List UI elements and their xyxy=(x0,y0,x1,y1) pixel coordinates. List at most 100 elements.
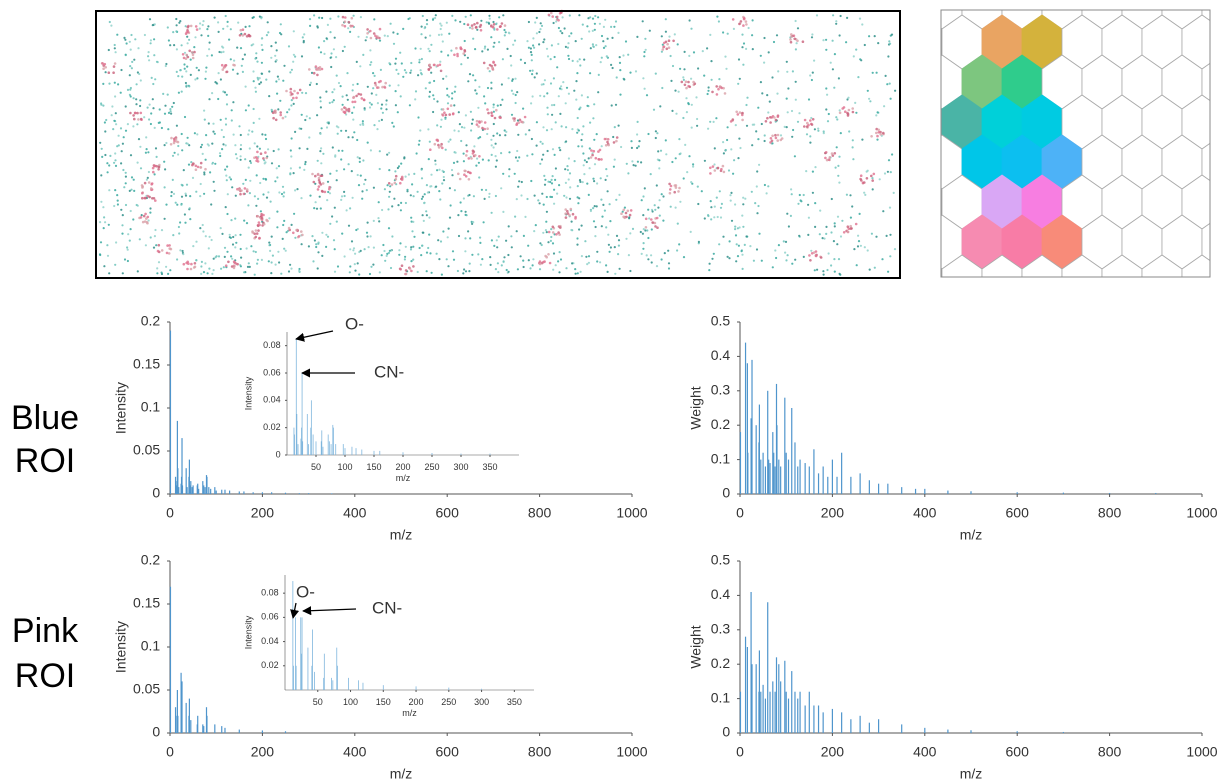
ion-dot xyxy=(863,181,866,184)
ion-dot xyxy=(594,15,596,17)
ion-dot xyxy=(707,93,709,95)
x-tick-label: 800 xyxy=(1098,743,1122,759)
ion-dot xyxy=(278,78,280,80)
ion-dot xyxy=(338,82,340,84)
ion-dot xyxy=(209,42,211,44)
ion-dot xyxy=(626,163,628,165)
ion-dot xyxy=(372,87,374,89)
ion-dot xyxy=(742,268,744,270)
ion-dot xyxy=(221,129,223,131)
ion-dot xyxy=(114,159,116,161)
ion-dot xyxy=(465,211,467,213)
ion-dot xyxy=(717,216,719,218)
ion-dot xyxy=(344,195,346,197)
y-axis-label: Intensity xyxy=(243,615,253,649)
ion-dot xyxy=(333,88,335,90)
ion-dot xyxy=(879,133,882,136)
ion-dot xyxy=(254,195,256,197)
ion-dot xyxy=(557,260,559,262)
ion-dot xyxy=(529,70,531,72)
ion-dot xyxy=(346,94,348,96)
ion-dot xyxy=(244,187,247,190)
ion-dot xyxy=(404,258,406,260)
ion-dot xyxy=(233,265,236,268)
ion-dot xyxy=(620,146,622,148)
ion-dot xyxy=(446,22,448,24)
ion-dot xyxy=(814,269,816,271)
ion-dot xyxy=(539,163,541,165)
ion-dot xyxy=(153,165,156,168)
ion-dot xyxy=(619,62,621,64)
ion-dot xyxy=(648,217,650,219)
ion-dot xyxy=(546,107,548,109)
ion-dot xyxy=(467,23,470,26)
ion-dot xyxy=(408,173,410,175)
ion-dot xyxy=(471,123,473,125)
ion-dot xyxy=(825,226,827,228)
ion-dot xyxy=(236,157,238,159)
ion-dot xyxy=(677,223,679,225)
ion-dot xyxy=(115,241,117,243)
ion-dot xyxy=(394,182,397,185)
ion-dot xyxy=(360,93,363,96)
ion-dot xyxy=(512,78,514,80)
ion-dot xyxy=(422,15,424,17)
ion-dot xyxy=(828,252,830,254)
ion-dot xyxy=(556,193,558,195)
ion-dot xyxy=(329,223,331,225)
ion-dot xyxy=(577,145,579,147)
ion-dot xyxy=(472,38,474,40)
ion-dot xyxy=(469,73,471,75)
ion-dot xyxy=(825,49,827,51)
ion-dot xyxy=(176,204,178,206)
ion-dot xyxy=(827,120,829,122)
ion-dot xyxy=(234,246,236,248)
ion-dot xyxy=(249,147,251,149)
ion-dot xyxy=(260,152,263,155)
ion-dot xyxy=(473,145,475,147)
ion-dot xyxy=(144,182,147,185)
ion-dot xyxy=(456,53,459,56)
ion-dot xyxy=(402,76,404,78)
ion-dot xyxy=(154,78,156,80)
ion-dot xyxy=(192,54,195,57)
ion-dot xyxy=(369,49,371,51)
ion-dot xyxy=(100,174,102,176)
ion-dot xyxy=(183,263,186,266)
ion-dot xyxy=(696,125,698,127)
ion-dot xyxy=(656,184,658,186)
ion-dot xyxy=(136,204,138,206)
ion-dot xyxy=(288,270,290,272)
ion-dot xyxy=(367,142,369,144)
ion-dot xyxy=(417,116,419,118)
ion-dot xyxy=(642,248,644,250)
ion-dot xyxy=(175,138,178,141)
ion-dot xyxy=(709,121,711,123)
ion-dot xyxy=(796,40,799,43)
ion-dot xyxy=(807,204,809,206)
ion-dot xyxy=(486,133,488,135)
ion-dot xyxy=(614,273,616,275)
ion-dot xyxy=(761,92,763,94)
ion-dot xyxy=(349,31,351,33)
ion-dot xyxy=(531,54,533,56)
ion-dot xyxy=(145,136,147,138)
ion-dot xyxy=(116,194,118,196)
ion-dot xyxy=(718,20,720,22)
ion-dot xyxy=(647,209,649,211)
ion-dot xyxy=(552,175,554,177)
ion-dot xyxy=(140,79,142,81)
y-tick-label: 0.1 xyxy=(711,450,731,466)
x-tick-label: 1000 xyxy=(616,504,647,520)
ion-dot xyxy=(383,250,385,252)
ion-dot xyxy=(342,104,344,106)
ion-dot xyxy=(370,61,372,63)
ion-dot xyxy=(604,19,606,21)
ion-dot xyxy=(328,122,330,124)
ion-dot xyxy=(405,246,407,248)
ion-dot xyxy=(503,29,505,31)
ion-dot xyxy=(354,270,356,272)
y-tick-label: 0.1 xyxy=(141,399,161,415)
ion-dot xyxy=(737,157,739,159)
ion-dot xyxy=(222,68,225,71)
